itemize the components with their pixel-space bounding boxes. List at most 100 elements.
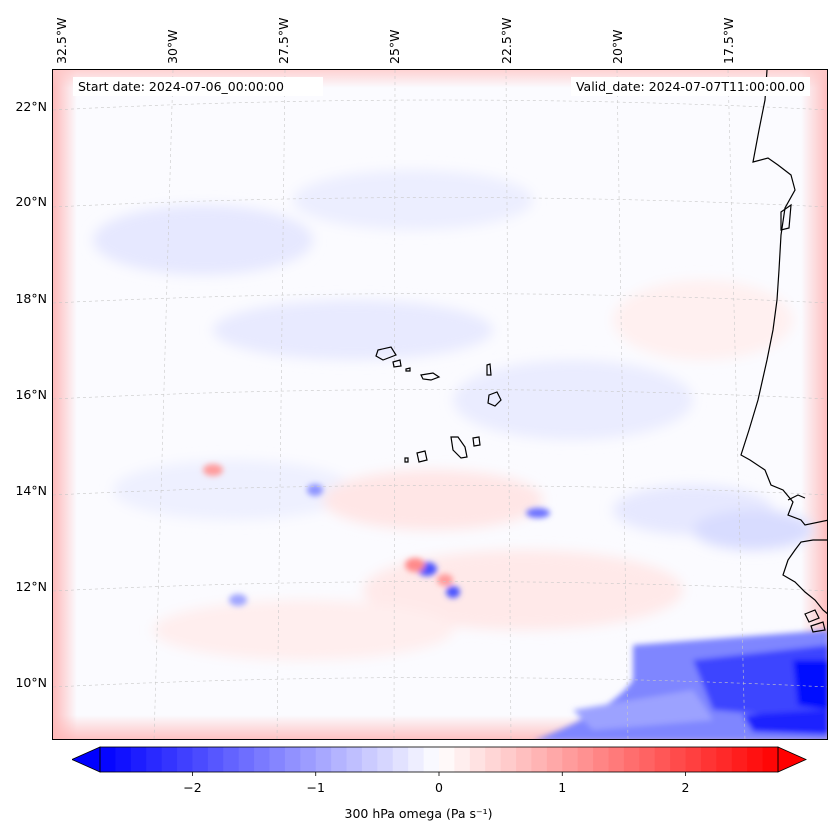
field-edge-right (801, 70, 827, 739)
colorbar-cell (485, 747, 502, 772)
colorbar-cell (423, 747, 440, 772)
colorbar-cell (177, 747, 193, 772)
field-patch-weak-ascent (213, 300, 493, 360)
parallel-10n (53, 677, 827, 688)
bijagos-island (810, 621, 826, 633)
colorbar-cell (700, 747, 717, 772)
colorbar-cell (439, 747, 455, 772)
field-cell-ascent (307, 484, 323, 496)
colorbar-cell (593, 747, 609, 772)
lon-label-17-5w: 17.5°W (721, 17, 736, 64)
colorbar-cell (377, 747, 394, 772)
colorbar-cell (238, 747, 255, 772)
field-patch-weak-ascent (453, 360, 693, 440)
colorbar-cell (469, 747, 486, 772)
colorbar-cell (100, 747, 116, 772)
lat-label-18n: 18°N (15, 291, 47, 306)
parallel-18n (53, 293, 827, 304)
field-cell-ascent (229, 594, 247, 606)
parallel-12n (53, 581, 827, 592)
colorbar-cell (762, 747, 779, 772)
field-patch-weak-ascent (93, 205, 313, 275)
colorbar-tick-label: −2 (183, 780, 202, 795)
island-fogo (416, 450, 428, 463)
field-patch-moderate-ascent (693, 510, 813, 550)
africa-coastline-south (782, 539, 827, 615)
field-cell-ascent (446, 586, 460, 598)
field-patch-weak-subsidence (613, 280, 793, 360)
lon-label-30w: 30°W (165, 29, 180, 64)
island-brava (404, 457, 409, 463)
colorbar-cell (454, 747, 471, 772)
coast-inlet (780, 203, 792, 231)
meridian-30w (153, 70, 174, 739)
field-edge-left (53, 70, 77, 739)
colorbar-cell (639, 747, 656, 772)
colorbar-cell (747, 747, 764, 772)
island-maio (472, 436, 481, 447)
meridian-17-5w (727, 70, 746, 739)
lon-label-27-5w: 27.5°W (276, 17, 291, 64)
colorbar-cell (300, 747, 317, 772)
lat-label-16n: 16°N (15, 387, 47, 402)
colorbar-cell (254, 747, 270, 772)
island-santa-luzia (405, 367, 411, 372)
parallel-14n (53, 485, 827, 496)
colorbar-cell (685, 747, 702, 772)
colorbar-cell (361, 747, 378, 772)
colorbar-extend-max (777, 746, 807, 773)
colorbar-cell (207, 747, 224, 772)
island-sao-vicente (392, 359, 402, 368)
parallel-16n (53, 389, 827, 400)
colorbar-cell (331, 747, 348, 772)
lat-label-12n: 12°N (15, 579, 47, 594)
field-patch-weak-subsidence (363, 550, 683, 630)
meridian-27-5w (276, 70, 286, 739)
colorbar-cell (546, 747, 563, 772)
colorbar-cell (516, 747, 532, 772)
colorbar-cell (315, 747, 332, 772)
colorbar-cell (115, 747, 132, 772)
field-band-strong-ascent (793, 660, 827, 710)
colorbar-tick-label: 1 (558, 780, 567, 795)
colorbar-cell (408, 747, 425, 772)
colorbar-extend-min (72, 746, 101, 773)
colorbar-cell (146, 747, 163, 772)
bijagos-island (804, 609, 820, 623)
field-patch-weak-subsidence (323, 470, 543, 530)
colorbar-cell (654, 747, 671, 772)
island-santo-antao (375, 346, 397, 361)
parallel-22n (53, 99, 827, 111)
africa-coastline (740, 70, 827, 526)
lon-label-20w: 20°W (610, 29, 625, 64)
start-date-label: Start date: 2024-07-06_00:00:00 (73, 77, 323, 96)
meridian-20w (616, 70, 629, 739)
coastlines (375, 70, 827, 633)
island-sao-nicolau (420, 372, 441, 381)
colorbar-title: 300 hPa omega (Pa s⁻¹) (344, 806, 493, 821)
colorbar-tick-label: 0 (435, 780, 443, 795)
colorbar-cell (284, 747, 301, 772)
field-band-moderate-ascent (573, 690, 713, 730)
field-cell-subsidence (405, 558, 425, 572)
colorbar-cell (531, 747, 548, 772)
meridian-25w (393, 70, 396, 739)
field-cell-subsidence (203, 464, 223, 476)
lat-label-20n: 20°N (15, 194, 47, 209)
colorbar-cell (716, 747, 733, 772)
colorbar-cell (670, 747, 687, 772)
field-band-strong-ascent (743, 710, 827, 735)
colorbar-cell (269, 747, 286, 772)
field-patch-weak-ascent (293, 170, 533, 230)
colorbar-cell (346, 747, 363, 772)
colorbar-cell (562, 747, 579, 772)
omega-field-map (53, 70, 827, 739)
omega-field (53, 70, 827, 739)
meridian-22-5w (505, 70, 512, 739)
colorbar-tick-label: 2 (681, 780, 690, 795)
valid-date-label: Valid_date: 2024-07-07T11:00:00.00 (570, 77, 810, 96)
field-cell-ascent (526, 508, 550, 518)
colorbar-cell (161, 747, 178, 772)
lat-label-10n: 10°N (15, 675, 47, 690)
colorbar-cell (223, 747, 240, 772)
